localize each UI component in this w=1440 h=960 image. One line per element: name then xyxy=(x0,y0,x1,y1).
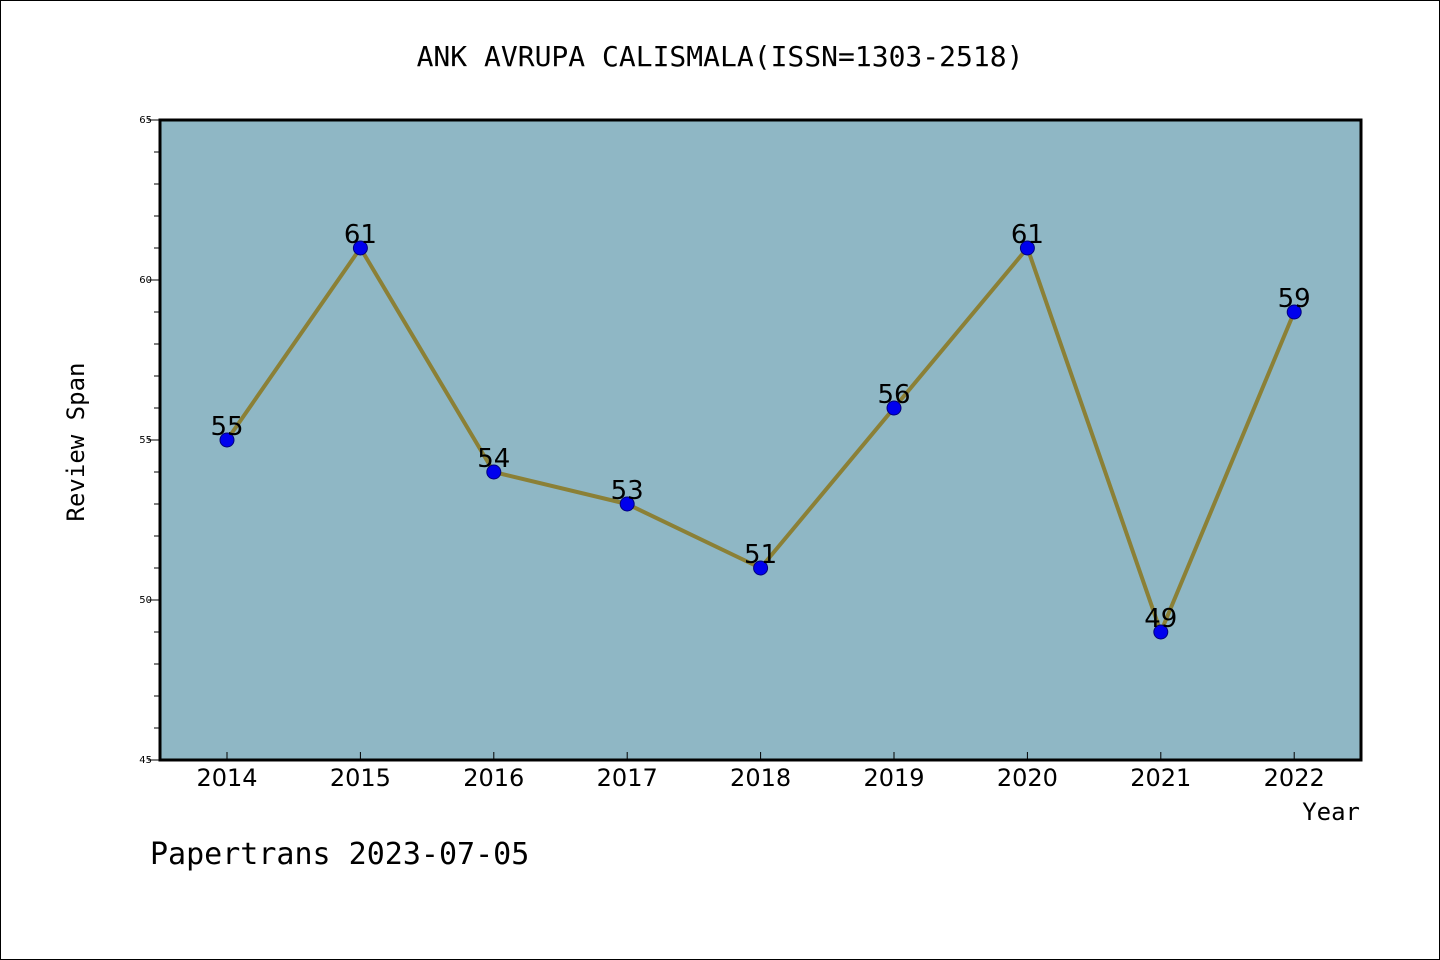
data-point-2022 xyxy=(1286,304,1302,320)
x-tick-label: 2016 xyxy=(463,764,524,792)
x-tick-label: 2019 xyxy=(863,764,924,792)
x-axis-ticks: 2014 2015 2016 2017 2018 2019 2020 2021 2022 xyxy=(196,752,1325,792)
data-point-2021 xyxy=(1153,624,1169,640)
data-point-2017 xyxy=(619,496,635,512)
y-tick-label: 65 xyxy=(139,115,152,126)
y-tick-label: 55 xyxy=(139,435,152,446)
x-tick-label: 2018 xyxy=(730,764,791,792)
data-point-2018 xyxy=(753,560,769,576)
x-tick-label: 2022 xyxy=(1264,764,1325,792)
data-label-2015: 61 xyxy=(344,220,377,250)
data-point-2016 xyxy=(486,464,502,480)
x-tick-label: 2020 xyxy=(997,764,1058,792)
footer-credit: Papertrans 2023-07-05 xyxy=(150,837,529,872)
data-labels: 55 61 54 53 51 56 61 49 59 xyxy=(210,220,1310,634)
data-markers xyxy=(219,240,1302,640)
data-point-2014 xyxy=(219,432,235,448)
x-tick-label: 2021 xyxy=(1130,764,1191,792)
data-label-2019: 56 xyxy=(877,380,910,410)
x-tick-label: 2015 xyxy=(330,764,391,792)
data-label-2014: 55 xyxy=(210,412,243,442)
data-label-2020: 61 xyxy=(1011,220,1044,250)
data-point-2020 xyxy=(1019,240,1035,256)
chart-title: ANK AVRUPA CALISMALA(ISSN=1303-2518) xyxy=(417,40,1024,73)
x-axis-label: Year xyxy=(1302,798,1360,826)
plot-area xyxy=(160,120,1361,760)
y-tick-label: 45 xyxy=(139,755,152,766)
y-axis-ticks: 45 50 55 60 65 xyxy=(139,115,160,766)
data-point-2019 xyxy=(886,400,902,416)
x-tick-label: 2017 xyxy=(597,764,658,792)
y-tick-label: 50 xyxy=(139,595,152,606)
data-label-2021: 49 xyxy=(1144,604,1177,634)
x-tick-label: 2014 xyxy=(196,764,257,792)
data-label-2022: 59 xyxy=(1278,284,1311,314)
data-label-2016: 54 xyxy=(477,444,510,474)
data-point-2015 xyxy=(352,240,368,256)
plot-border xyxy=(158,118,1363,762)
data-label-2017: 53 xyxy=(611,476,644,506)
data-label-2018: 51 xyxy=(744,540,777,570)
y-axis-label: Review Span xyxy=(62,363,90,522)
y-tick-label: 60 xyxy=(139,275,152,286)
